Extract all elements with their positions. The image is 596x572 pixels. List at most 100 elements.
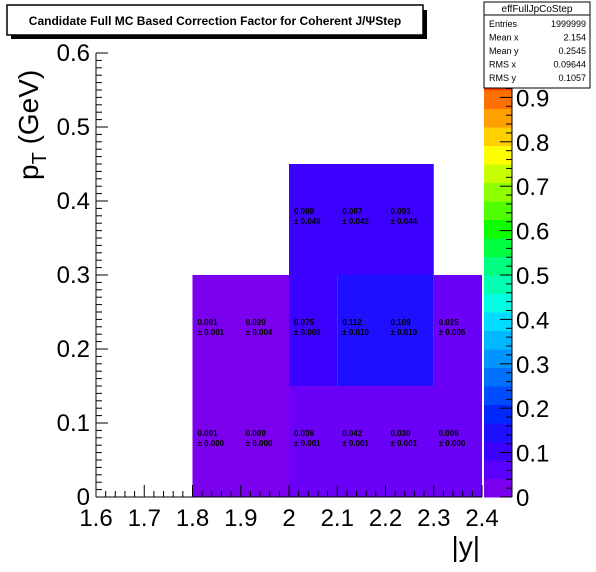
palette-swatch xyxy=(484,478,512,498)
palette-swatch xyxy=(484,441,512,461)
x-tick-label: 2.2 xyxy=(369,505,402,532)
cell-error-label: ± 0.044 xyxy=(391,217,418,226)
z-tick-label: 0.4 xyxy=(516,307,549,334)
stats-box: effFullJpCoStep Entries 1999999 Mean x 2.15… xyxy=(483,1,591,89)
z-tick-label: 0.3 xyxy=(516,352,549,379)
heatmap-cells xyxy=(192,164,482,497)
z-tick-label: 0.6 xyxy=(516,219,549,246)
palette-swatch xyxy=(484,127,512,146)
cell-error-label: ± 0.004 xyxy=(246,328,273,337)
x-tick-label: 2.4 xyxy=(465,505,498,532)
heatmap-cell xyxy=(337,275,434,386)
title-box: Candidate Full MC Based Correction Facto… xyxy=(6,4,427,39)
heatmap-cell xyxy=(192,275,289,497)
svg-text:pT (GeV): pT (GeV) xyxy=(13,70,51,180)
cell-value-label: 0.006 xyxy=(439,429,460,438)
palette-swatch xyxy=(484,201,512,220)
y-axis-title-p: p xyxy=(13,164,44,180)
palette-swatch xyxy=(484,293,512,313)
palette-swatch xyxy=(484,367,512,387)
cell-error-label: ± 0.001 xyxy=(294,439,321,448)
cell-value-label: 0.025 xyxy=(439,318,460,327)
palette-swatch xyxy=(484,145,512,165)
y-tick-label: 0.2 xyxy=(57,336,90,363)
cell-value-label: 0.001 xyxy=(198,318,219,327)
palette-swatch xyxy=(484,90,512,109)
palette-swatch xyxy=(484,423,512,442)
z-tick-label: 0.9 xyxy=(516,85,549,112)
z-tick-label: 0.5 xyxy=(516,263,549,290)
z-tick-label: 0.7 xyxy=(516,174,549,201)
heatmap-cell xyxy=(289,275,338,386)
palette-swatch xyxy=(484,219,512,239)
cell-value-label: 0.088 xyxy=(294,207,315,216)
heatmap-cell xyxy=(289,386,482,497)
cell-value-label: 0.001 xyxy=(198,429,219,438)
z-tick-label: 0.8 xyxy=(516,130,549,157)
palette-swatch xyxy=(484,330,512,350)
cell-value-label: 0.093 xyxy=(391,207,412,216)
x-tick-label: 1.8 xyxy=(176,505,209,532)
cell-error-label: ± 0.010 xyxy=(342,328,369,337)
stats-title: effFullJpCoStep xyxy=(502,4,573,15)
palette-swatch xyxy=(484,349,512,368)
y-tick-label: 0 xyxy=(77,484,90,511)
heatmap-cell xyxy=(289,164,434,275)
y-axis-title-sub: T xyxy=(29,152,51,164)
x-tick-label: 1.6 xyxy=(79,505,112,532)
stats-row-label: Entries xyxy=(489,19,518,29)
z-tick-label: 0.2 xyxy=(516,396,549,423)
cell-error-label: ± 0.000 xyxy=(439,439,466,448)
cell-value-label: 0.075 xyxy=(294,318,315,327)
stats-row-label: RMS y xyxy=(489,73,517,83)
palette-swatch xyxy=(484,108,512,128)
cell-value-label: 0.042 xyxy=(342,429,363,438)
palette-swatch xyxy=(484,404,512,424)
x-axis-title: |y| xyxy=(451,531,480,562)
stats-row-label: Mean x xyxy=(489,33,519,43)
cell-error-label: ± 0.049 xyxy=(294,217,321,226)
stats-row-value: 2.154 xyxy=(563,33,586,43)
y-axis-title: pT (GeV) xyxy=(13,70,51,180)
cell-error-label: ± 0.005 xyxy=(439,328,466,337)
palette-swatch xyxy=(484,182,512,202)
palette-swatch xyxy=(484,312,512,331)
cell-error-label: ± 0.000 xyxy=(246,439,273,448)
cell-value-label: 0.087 xyxy=(342,207,363,216)
x-tick-label: 2.1 xyxy=(321,505,354,532)
cell-value-label: 0.036 xyxy=(294,429,315,438)
y-tick-label: 0.1 xyxy=(57,410,90,437)
stats-row-label: RMS x xyxy=(489,60,517,70)
cell-error-label: ± 0.042 xyxy=(342,217,369,226)
y-tick-label: 0.3 xyxy=(57,262,90,289)
palette-swatch xyxy=(484,386,512,405)
cell-error-label: ± 0.001 xyxy=(342,439,369,448)
x-tick-label: 1.7 xyxy=(128,505,161,532)
cell-value-label: 0.009 xyxy=(246,429,267,438)
x-tick-label: 1.9 xyxy=(224,505,257,532)
y-axis-title-unit: (GeV) xyxy=(13,70,44,152)
cell-value-label: 0.030 xyxy=(391,429,412,438)
x-tick-label: 2 xyxy=(282,505,295,532)
palette-swatch xyxy=(484,164,512,183)
cell-error-label: ± 0.000 xyxy=(198,439,225,448)
palette-swatch xyxy=(484,256,512,276)
heatmap-cell xyxy=(433,275,482,386)
cell-error-label: ± 0.008 xyxy=(294,328,321,337)
y-tick-label: 0.4 xyxy=(57,188,90,215)
z-tick-label: 0 xyxy=(516,485,529,512)
cell-error-label: ± 0.010 xyxy=(391,328,418,337)
z-tick-label: 0.1 xyxy=(516,441,549,468)
stats-row-label: Mean y xyxy=(489,46,519,56)
palette-swatch xyxy=(484,275,512,294)
stats-row-value: 0.1057 xyxy=(558,73,586,83)
palette-swatch xyxy=(484,460,512,479)
cell-value-label: 0.020 xyxy=(246,318,267,327)
stats-row-value: 0.2545 xyxy=(558,46,586,56)
axes: 1.6 1.7 1.8 1.9 2 2.1 2.2 2.3 2.4 0 0.1 0.2 0.3 0.4 0.… xyxy=(57,40,499,532)
chart-title: Candidate Full MC Based Correction Facto… xyxy=(29,14,401,28)
color-palette: 0 0.1 0.2 0.3 0.4 0.5 0.6 0.7 0.8 0.9 xyxy=(484,53,549,512)
x-tick-label: 2.3 xyxy=(417,505,450,532)
